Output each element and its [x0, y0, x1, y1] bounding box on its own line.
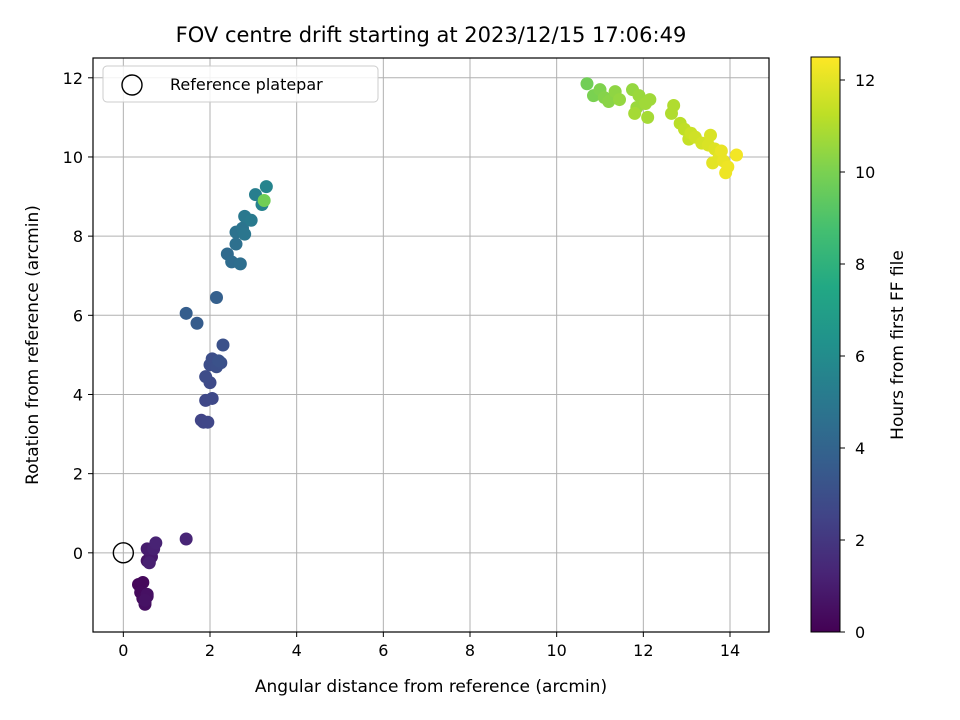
colorbar-tick-label: 0 [855, 623, 865, 642]
y-axis-ticks: 0 2 4 6 8 10 12 [63, 69, 93, 563]
x-tick-label: 2 [205, 641, 215, 660]
plot-area-frame [92, 57, 770, 633]
x-tick-label: 14 [720, 641, 740, 660]
data-point [602, 95, 616, 109]
data-point [244, 213, 258, 227]
data-point [190, 316, 204, 330]
grid [93, 58, 769, 632]
data-point [216, 338, 230, 352]
data-point [142, 556, 156, 570]
colorbar-tick-label: 4 [855, 439, 865, 458]
y-tick-label: 12 [63, 69, 83, 88]
x-tick-label: 10 [546, 641, 566, 660]
data-point [730, 148, 743, 162]
data-point [259, 180, 273, 194]
x-axis-ticks: 0 2 4 6 8 10 12 14 [118, 632, 740, 660]
x-tick-label: 6 [378, 641, 388, 660]
data-points [112, 77, 743, 611]
data-point [179, 306, 193, 320]
legend-label: Reference platepar [170, 75, 323, 94]
data-point [667, 99, 681, 113]
y-tick-label: 2 [73, 465, 83, 484]
chart-title: FOV centre drift starting at 2023/12/15 … [176, 23, 687, 47]
x-tick-label: 12 [633, 641, 653, 660]
colorbar-ticks: 0 2 4 6 8 10 12 [840, 71, 875, 642]
data-point [205, 391, 219, 405]
legend-marker-open-circle [121, 74, 143, 96]
legend-box [102, 65, 379, 103]
colorbar-gradient [810, 56, 841, 633]
data-point [212, 354, 226, 368]
colorbar-tick-label: 6 [855, 347, 865, 366]
y-tick-label: 6 [73, 306, 83, 325]
data-point [257, 194, 271, 208]
data-point [229, 237, 243, 251]
data-point [149, 536, 163, 550]
data-point [628, 106, 642, 120]
data-point [641, 110, 655, 124]
data-point [714, 144, 728, 158]
data-point [136, 576, 150, 590]
data-point [643, 93, 657, 107]
y-tick-label: 0 [73, 544, 83, 563]
data-point [704, 128, 717, 142]
x-tick-label: 8 [465, 641, 475, 660]
data-point [721, 160, 735, 174]
x-axis-label: Angular distance from reference (arcmin) [255, 677, 607, 697]
legend: Reference platepar [102, 65, 379, 103]
colorbar-tick-label: 12 [855, 71, 875, 90]
colorbar-tick-label: 2 [855, 531, 865, 550]
data-point [580, 77, 594, 91]
colorbar: 0 2 4 6 8 10 12 Hours from first FF file [810, 56, 908, 642]
data-point [199, 370, 213, 384]
colorbar-label: Hours from first FF file [888, 250, 908, 440]
data-point [613, 93, 626, 107]
colorbar-tick-label: 8 [855, 255, 865, 274]
y-axis-label: Rotation from reference (arcmin) [23, 205, 43, 485]
data-point [233, 257, 247, 271]
reference-platepar-marker [112, 542, 135, 564]
x-tick-label: 0 [118, 641, 128, 660]
y-tick-label: 10 [63, 148, 83, 167]
x-tick-label: 4 [292, 641, 302, 660]
y-tick-label: 4 [73, 385, 83, 404]
y-tick-label: 8 [73, 227, 83, 246]
data-point [179, 532, 193, 546]
data-point [210, 290, 223, 304]
data-point [238, 227, 252, 241]
colorbar-tick-label: 10 [855, 163, 875, 182]
data-point [138, 593, 152, 607]
data-point [201, 415, 215, 429]
